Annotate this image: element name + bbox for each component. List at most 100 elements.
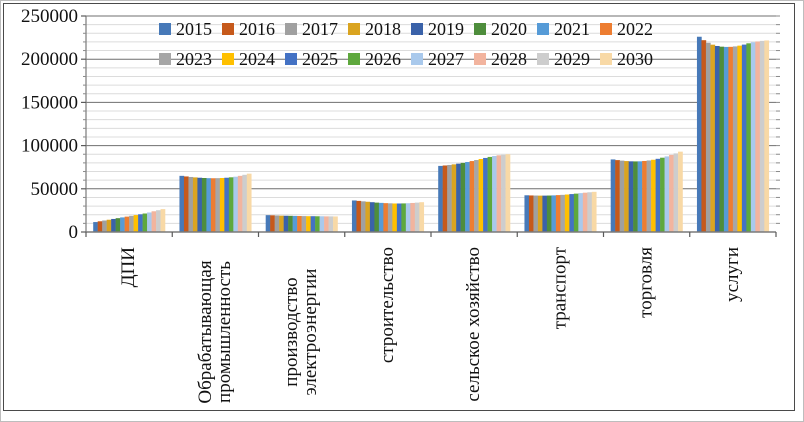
bar-2017-cat5	[533, 195, 539, 232]
bar-2019-cat4	[456, 163, 461, 232]
bar-2027-cat2	[319, 216, 325, 232]
bar-2028-cat2	[324, 216, 329, 232]
bar-2026-cat7	[746, 43, 752, 232]
bar-2021-cat1	[206, 178, 212, 232]
legend-swatch-2030	[600, 53, 612, 65]
legend-label: 2019	[428, 19, 464, 39]
legend-label: 2018	[365, 19, 401, 39]
bar-2027-cat0	[147, 212, 152, 232]
legend-item-2017: 2017	[285, 18, 338, 40]
legend-item-2027: 2027	[411, 48, 464, 70]
bar-2030-cat1	[246, 173, 252, 232]
bar-2015-cat0	[93, 222, 98, 232]
bar-2024-cat4	[478, 158, 484, 232]
bar-2029-cat7	[759, 40, 765, 232]
legend-item-2016: 2016	[222, 18, 275, 40]
legend-item-2028: 2028	[474, 48, 527, 70]
category-label: ДПИ	[118, 247, 139, 288]
bar-2025-cat0	[138, 214, 143, 232]
bar-2018-cat4	[451, 164, 457, 232]
legend-swatch-2018	[348, 23, 360, 35]
bar-2018-cat7	[710, 44, 716, 232]
legend-swatch-2017	[285, 23, 297, 35]
bar-2020-cat3	[374, 202, 380, 232]
legend-swatch-2024	[222, 53, 234, 65]
bar-2019-cat2	[283, 215, 289, 232]
bar-2022-cat3	[383, 203, 389, 232]
bar-2015-cat4	[438, 165, 443, 232]
legend-swatch-2029	[537, 53, 549, 65]
bar-2017-cat2	[274, 215, 280, 232]
legend-label: 2023	[176, 49, 212, 69]
bar-2028-cat0	[151, 211, 157, 232]
category-label-line: производство	[281, 277, 302, 386]
bar-2030-cat4	[505, 154, 511, 232]
bar-2017-cat1	[188, 176, 194, 232]
bar-2015-cat6	[610, 159, 616, 232]
legend-swatch-2022	[600, 23, 612, 35]
legend-label: 2021	[554, 19, 590, 39]
bar-2027-cat5	[578, 193, 584, 232]
bar-2021-cat6	[637, 161, 643, 232]
bar-2026-cat1	[228, 177, 234, 232]
bar-2016-cat4	[442, 165, 448, 232]
bar-2019-cat1	[197, 177, 203, 232]
bar-2019-cat3	[369, 202, 375, 232]
category-label: строительство	[377, 247, 398, 363]
bar-2029-cat3	[414, 202, 420, 232]
bar-2023-cat5	[560, 194, 566, 232]
bar-2023-cat2	[301, 216, 307, 232]
bar-2016-cat3	[356, 200, 362, 232]
bar-2025-cat2	[310, 216, 316, 232]
bar-2024-cat7	[737, 45, 743, 233]
bar-2027-cat1	[233, 176, 239, 232]
legend-label: 2029	[554, 49, 590, 69]
legend-swatch-2019	[411, 23, 423, 35]
bar-2018-cat5	[537, 195, 543, 232]
category-label: торговля	[636, 247, 657, 318]
bar-2022-cat0	[124, 216, 130, 232]
bar-2029-cat4	[501, 154, 506, 232]
bar-2020-cat4	[460, 162, 466, 232]
legend-swatch-2025	[285, 53, 297, 65]
y-axis-label: 200000	[21, 49, 78, 70]
bar-2023-cat7	[732, 46, 738, 233]
bar-2028-cat1	[237, 175, 243, 232]
bar-2016-cat6	[615, 160, 620, 232]
bar-2021-cat7	[723, 46, 729, 232]
legend-item-2023: 2023	[159, 48, 212, 70]
bar-2018-cat1	[192, 177, 198, 232]
bar-2022-cat1	[210, 178, 216, 232]
bar-2029-cat5	[587, 192, 593, 232]
bar-2029-cat1	[242, 174, 248, 232]
bar-2020-cat6	[633, 161, 638, 232]
chart-legend: 2015 2016 2017 2018 2019 2020 2021 2022 2023 2024…	[86, 18, 726, 70]
bar-2018-cat6	[624, 161, 629, 232]
legend-item-2018: 2018	[348, 18, 401, 40]
bar-2022-cat4	[469, 161, 475, 232]
bar-2021-cat4	[465, 162, 470, 232]
bar-2016-cat7	[701, 40, 707, 232]
category-label-line: промышленность	[214, 261, 235, 403]
bar-2027-cat3	[405, 203, 411, 232]
bar-2020-cat5	[546, 195, 552, 232]
bar-2015-cat7	[696, 36, 702, 233]
legend-swatch-2021	[537, 23, 549, 35]
bar-2017-cat6	[619, 160, 625, 232]
legend-item-2025: 2025	[285, 48, 338, 70]
legend-item-2029: 2029	[537, 48, 590, 70]
y-axis-label: 150000	[21, 92, 78, 113]
legend-swatch-2020	[474, 23, 486, 35]
bar-2028-cat7	[755, 41, 761, 232]
bar-2015-cat1	[179, 175, 185, 232]
bar-2022-cat5	[555, 195, 561, 232]
bar-2029-cat2	[328, 216, 334, 232]
bar-2025-cat6	[655, 158, 661, 232]
legend-label: 2017	[302, 19, 338, 39]
legend-swatch-2027	[411, 53, 423, 65]
bar-2024-cat3	[392, 203, 398, 232]
bar-2028-cat5	[582, 192, 588, 232]
bar-2028-cat6	[669, 154, 674, 232]
bar-2021-cat3	[378, 202, 384, 232]
